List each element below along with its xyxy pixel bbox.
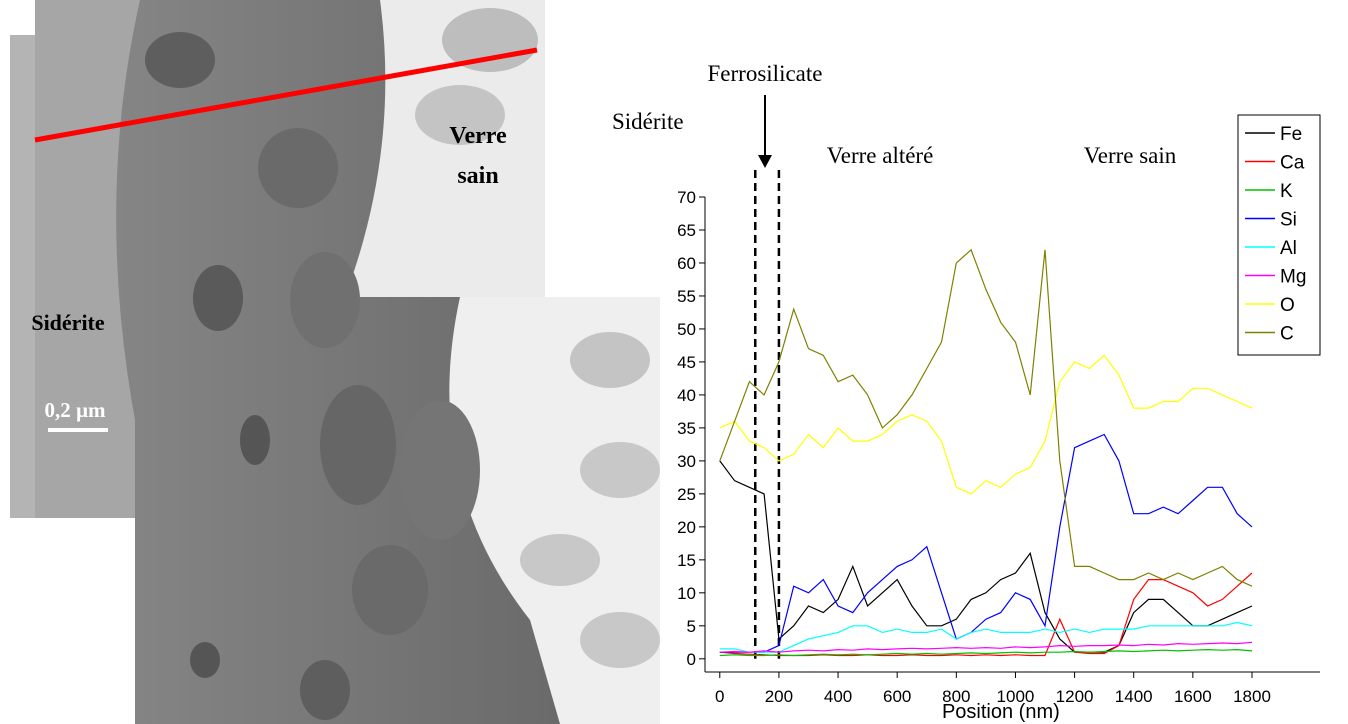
y-tick-label: 20 [677, 518, 696, 537]
legend-box [1237, 114, 1321, 356]
micrograph: Sidérite 0,2 µm Verre sain [10, 0, 660, 724]
x-tick-label: 1800 [1233, 687, 1271, 706]
legend-label: Fe [1280, 124, 1302, 145]
y-tick-label: 10 [677, 584, 696, 603]
y-tick-label: 25 [677, 485, 696, 504]
x-tick-label: 1000 [997, 687, 1035, 706]
annotation: Verre altéré [827, 143, 934, 168]
x-tick-label: 200 [765, 687, 793, 706]
y-tick-label: 45 [677, 353, 696, 372]
y-tick-label: 30 [677, 452, 696, 471]
y-tick-label: 70 [677, 188, 696, 207]
y-tick-label: 15 [677, 551, 696, 570]
x-tick-label: 400 [824, 687, 852, 706]
verre-sain-label: sain [457, 163, 498, 189]
series-line [719, 354, 1253, 495]
y-tick-label: 65 [677, 221, 696, 240]
y-tick-label: 35 [677, 419, 696, 438]
x-tick-label: 1200 [1056, 687, 1094, 706]
series-line [719, 460, 1253, 653]
x-axis-label: Position (nm) [942, 701, 1060, 723]
annotation: Sidérite [612, 109, 684, 134]
series-line [719, 648, 1253, 657]
x-tick-label: 600 [883, 687, 911, 706]
x-tick-label: 1600 [1174, 687, 1212, 706]
y-tick-label: 5 [687, 617, 696, 636]
verre-sain-label: Verre [449, 123, 507, 149]
legend-label: Al [1280, 238, 1297, 259]
annotation: Verre sain [1084, 143, 1177, 168]
series-line [719, 621, 1253, 653]
y-tick-label: 50 [677, 320, 696, 339]
legend-label: K [1280, 181, 1293, 202]
x-tick-label: 0 [715, 687, 724, 706]
x-tick-label: 1400 [1115, 687, 1153, 706]
y-tick-label: 0 [687, 650, 696, 669]
x-tick-label: 800 [942, 687, 970, 706]
legend-label: Mg [1280, 267, 1306, 288]
siderite-label: Sidérite [31, 310, 105, 335]
chart: 0 5 10 15 20 25 30 35 40 45 50 55 60 65 70 0 200 400 600 80… [612, 61, 1321, 723]
legend-label: C [1280, 324, 1294, 345]
series-line [719, 433, 1253, 653]
series-line [719, 248, 1253, 587]
legend-label: Ca [1280, 153, 1305, 174]
y-tick-label: 55 [677, 287, 696, 306]
scale-bar-label: 0,2 µm [44, 398, 106, 422]
legend-label: O [1280, 295, 1295, 316]
legend-label: Si [1280, 210, 1297, 231]
y-tick-label: 60 [677, 254, 696, 273]
annotation: Ferrosilicate [708, 61, 823, 86]
y-tick-label: 40 [677, 386, 696, 405]
series-line [719, 641, 1253, 653]
